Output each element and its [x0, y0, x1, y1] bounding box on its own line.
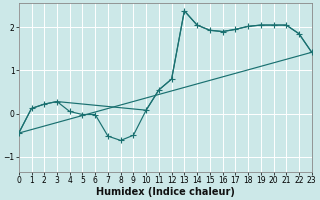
X-axis label: Humidex (Indice chaleur): Humidex (Indice chaleur) — [96, 187, 235, 197]
